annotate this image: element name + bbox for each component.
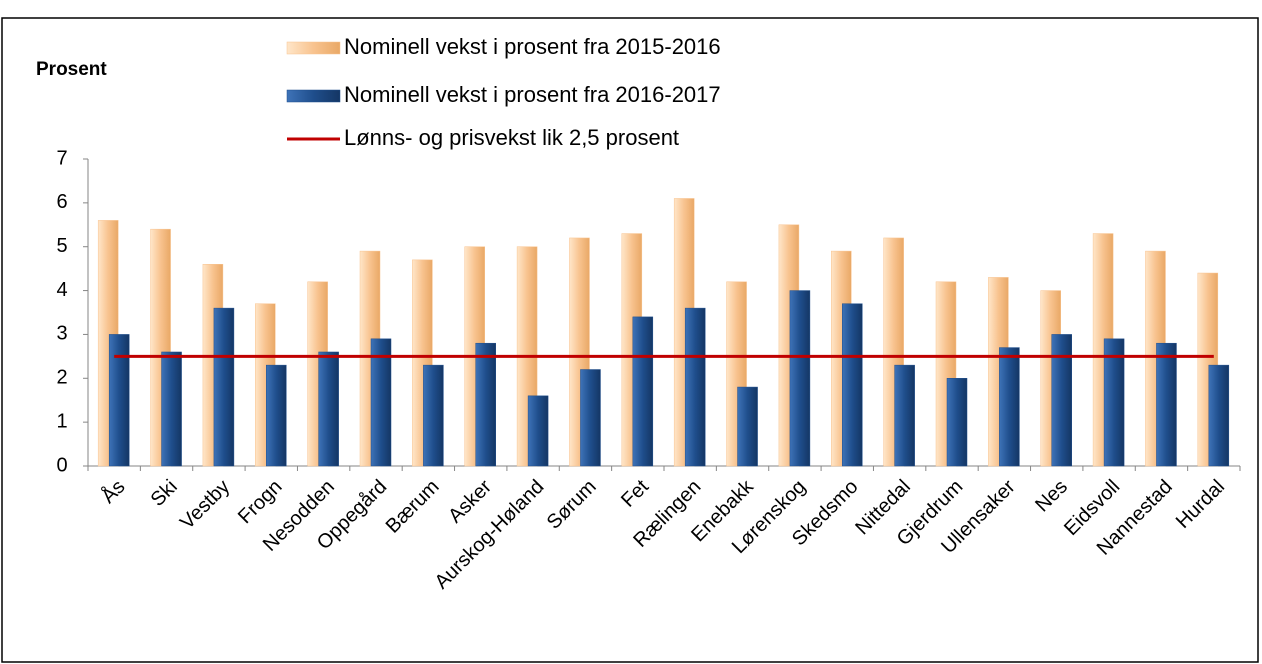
bar xyxy=(318,351,339,467)
bar xyxy=(1156,342,1177,467)
bar xyxy=(737,386,758,467)
y-tick-label: 6 xyxy=(56,191,67,213)
y-tick-label: 7 xyxy=(56,147,67,169)
bar xyxy=(684,307,706,467)
y-tick-label: 1 xyxy=(56,410,67,432)
bar xyxy=(1208,364,1230,467)
bar xyxy=(999,347,1020,467)
bar xyxy=(1103,338,1125,467)
legend-swatch xyxy=(286,41,341,55)
bar xyxy=(842,303,863,467)
y-tick-label: 0 xyxy=(56,454,67,476)
bar xyxy=(894,364,915,467)
bar xyxy=(161,351,182,467)
legend-swatch xyxy=(286,89,341,103)
bar xyxy=(632,316,654,467)
y-axis-label: Prosent xyxy=(36,59,107,80)
bar xyxy=(789,290,811,467)
y-tick-label: 3 xyxy=(56,323,67,345)
bar xyxy=(1051,334,1072,467)
bar xyxy=(527,395,549,467)
bar xyxy=(580,369,601,467)
bar xyxy=(370,338,392,467)
legend-label: Lønns- og prisvekst lik 2,5 prosent xyxy=(344,125,679,150)
bar xyxy=(423,364,444,467)
y-tick-label: 5 xyxy=(56,235,67,257)
y-tick-label: 2 xyxy=(56,367,67,389)
legend-label: Nominell vekst i prosent fra 2016-2017 xyxy=(344,82,721,107)
legend-label: Nominell vekst i prosent fra 2015-2016 xyxy=(344,34,721,59)
bar xyxy=(946,378,968,467)
bar xyxy=(475,342,496,467)
bar xyxy=(213,307,235,467)
bar xyxy=(266,364,287,467)
bar xyxy=(108,334,130,467)
y-tick-label: 4 xyxy=(56,279,67,301)
